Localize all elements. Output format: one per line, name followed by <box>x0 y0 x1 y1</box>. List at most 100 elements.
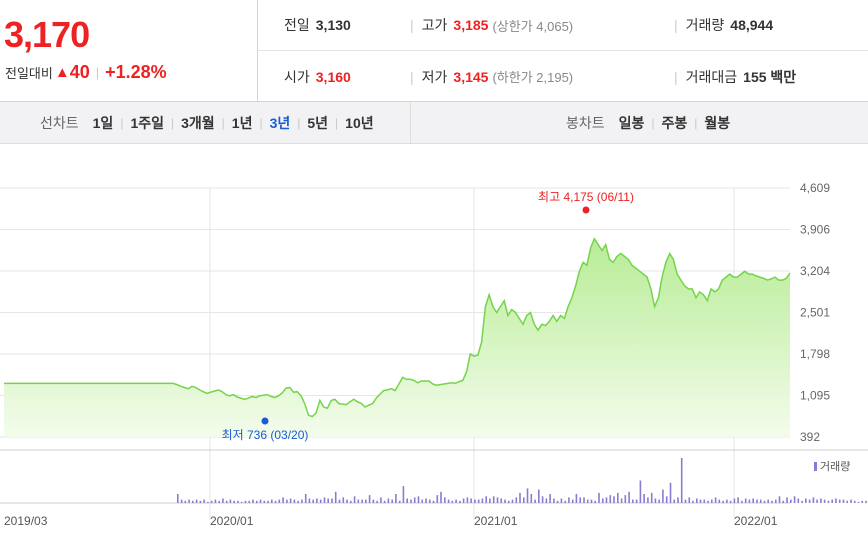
candle-chart-label: 봉차트 <box>566 115 605 131</box>
volume-bar <box>703 499 706 503</box>
volume-bar <box>850 499 852 503</box>
volume-bar <box>534 499 536 503</box>
volume-bar <box>816 499 818 503</box>
volume-bar <box>496 497 499 503</box>
volume-bar <box>797 498 800 503</box>
volume-bar <box>571 499 574 503</box>
volume-bar <box>507 500 510 504</box>
volume-bar <box>417 496 420 504</box>
volume-bar <box>455 499 457 503</box>
volume-bar <box>365 499 367 503</box>
volume-bar <box>759 499 762 503</box>
tab-5y[interactable]: 5년 <box>307 115 329 131</box>
low-marker <box>261 417 269 425</box>
volume-bar <box>564 500 566 504</box>
tab-weekly[interactable]: 주봉 <box>661 115 688 131</box>
tab-3y[interactable]: 3년 <box>269 115 291 131</box>
volume-bar <box>545 498 548 503</box>
volume-bar <box>771 500 773 504</box>
volume: | 거래량 48,944 <box>674 17 774 33</box>
low-price: | 저가 3,145 (하한가 2,195) <box>410 68 574 86</box>
tab-monthly[interactable]: 월봉 <box>704 115 731 131</box>
volume-bar <box>410 499 412 503</box>
tab-daily[interactable]: 일봉 <box>618 115 645 131</box>
volume-bar <box>523 497 525 503</box>
y-tick-label: 1,798 <box>800 347 830 361</box>
volume-bar <box>481 498 484 503</box>
volume-bar <box>286 499 288 503</box>
volume-bar <box>304 494 307 503</box>
volume-bar <box>346 499 348 503</box>
volume-bar <box>395 494 397 503</box>
volume-bar <box>376 500 378 504</box>
volume-bar <box>812 497 815 503</box>
volume-bar <box>489 498 491 503</box>
volume-bar <box>462 498 465 503</box>
volume-bar <box>778 496 781 504</box>
x-tick-label: 2022/01 <box>734 514 778 528</box>
volume-bar <box>210 500 213 504</box>
volume-bar <box>831 499 833 503</box>
volume-bar <box>271 499 273 503</box>
volume-bar <box>361 499 363 503</box>
volume-bar <box>447 499 450 503</box>
prev-close: 전일 3,130 <box>284 17 351 33</box>
y-tick-label: 3,204 <box>800 264 830 278</box>
volume-bar <box>726 499 728 503</box>
volume-bar <box>823 499 826 503</box>
volume-bar <box>541 496 544 504</box>
open-price: 시가 3,160 <box>284 68 351 85</box>
tab-3m[interactable]: 3개월 <box>181 115 215 131</box>
volume-bar <box>737 497 739 503</box>
tab-1y[interactable]: 1년 <box>231 115 253 131</box>
volume-bar <box>598 492 600 503</box>
volume-bar <box>756 499 758 503</box>
volume-bar <box>602 498 604 503</box>
volume-bar <box>188 499 190 503</box>
volume-bar <box>767 499 769 503</box>
volume-bar <box>334 491 337 504</box>
volume-bar <box>665 496 668 504</box>
volume-bar <box>669 482 672 504</box>
tab-1w[interactable]: 1주일 <box>130 115 164 131</box>
volume-bar <box>432 500 435 504</box>
volume-bar <box>459 500 461 504</box>
volume-bar <box>244 500 247 504</box>
y-tick-label: 3,906 <box>800 223 830 237</box>
high-marker <box>582 206 590 214</box>
volume-bar <box>549 494 551 503</box>
price-chart: 4,609 3,906 3,204 2,501 1,798 1,095 392 최고 4,1… <box>0 181 868 528</box>
volume-bar <box>790 499 792 503</box>
current-price: 3,170 <box>4 14 90 55</box>
change-amount: 40 <box>69 62 90 82</box>
volume-bar <box>590 499 593 503</box>
volume-bar <box>782 500 785 504</box>
volume-bar <box>752 498 754 503</box>
volume-bar <box>440 491 442 504</box>
change-label: 전일대비 <box>5 66 53 81</box>
volume-bar <box>594 500 596 504</box>
tab-1d[interactable]: 1일 <box>92 115 114 131</box>
volume-bar <box>391 499 393 503</box>
volume-bar <box>357 499 360 503</box>
volume-bar <box>398 500 401 504</box>
volume-bar <box>827 500 830 504</box>
volume-bar <box>842 499 845 503</box>
volume-bar <box>413 497 416 503</box>
volume-bar <box>282 497 284 503</box>
volume-bar <box>372 499 375 503</box>
tab-10y[interactable]: 10년 <box>345 115 374 131</box>
volume-bar <box>308 498 311 503</box>
volume-bar <box>741 500 743 504</box>
volume-bar <box>323 497 326 503</box>
volume-bar <box>744 498 747 503</box>
high-price: | 고가 3,185 (상한가 4,065) <box>410 17 574 34</box>
volume-bar <box>763 500 766 504</box>
x-tick-label: 2019/03 <box>4 514 48 528</box>
volume-bar <box>677 497 679 503</box>
low-annotation: 최저 736 (03/20) <box>222 428 309 442</box>
volume-bar <box>319 499 322 503</box>
volume-bar <box>331 498 333 503</box>
volume-bar <box>808 499 811 503</box>
volume-bar <box>233 500 235 504</box>
